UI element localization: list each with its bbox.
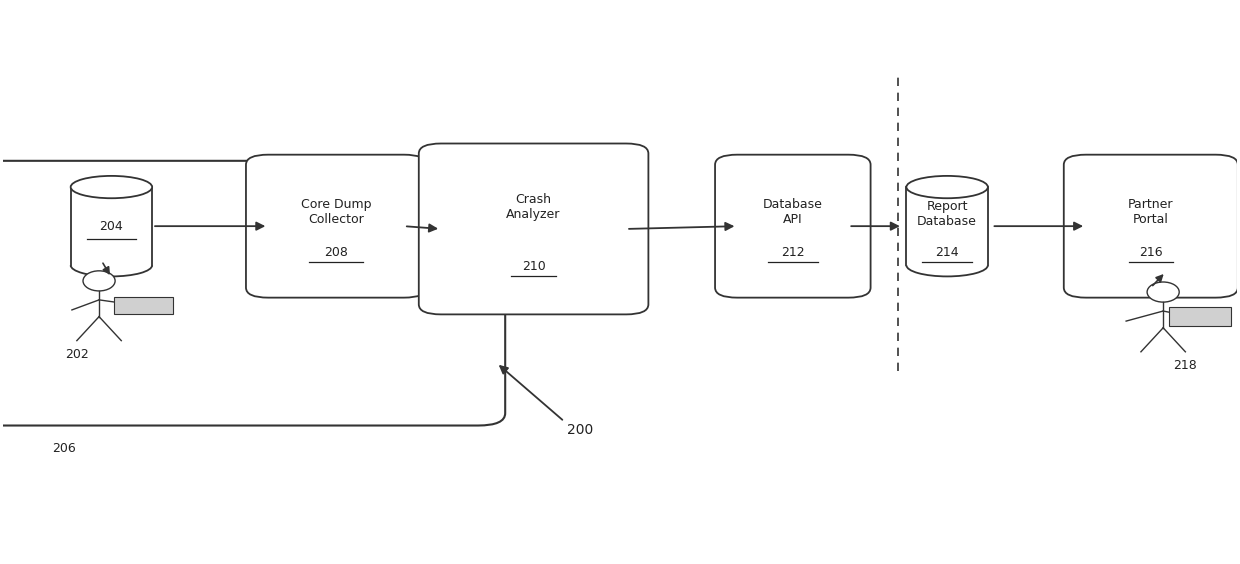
- Ellipse shape: [83, 271, 115, 291]
- Text: 208: 208: [324, 246, 348, 259]
- Text: 214: 214: [935, 246, 959, 259]
- Text: 200: 200: [568, 423, 594, 437]
- FancyBboxPatch shape: [1064, 155, 1238, 298]
- FancyBboxPatch shape: [246, 155, 427, 298]
- Text: 212: 212: [781, 246, 805, 259]
- FancyBboxPatch shape: [0, 161, 505, 425]
- Ellipse shape: [906, 176, 988, 198]
- Text: 206: 206: [52, 442, 77, 455]
- Ellipse shape: [1147, 282, 1179, 302]
- Text: Partner
Portal: Partner Portal: [1128, 198, 1173, 226]
- Text: 216: 216: [1140, 246, 1163, 259]
- Text: 210: 210: [522, 261, 546, 274]
- Text: 204: 204: [99, 219, 123, 233]
- Text: Database
API: Database API: [763, 198, 823, 226]
- FancyBboxPatch shape: [715, 155, 870, 298]
- Text: 218: 218: [1173, 359, 1198, 372]
- Ellipse shape: [71, 176, 153, 198]
- Text: Crash
Analyzer: Crash Analyzer: [506, 193, 560, 221]
- Text: Report
Database: Report Database: [918, 200, 977, 228]
- Text: 202: 202: [64, 348, 89, 361]
- FancyBboxPatch shape: [419, 143, 649, 314]
- FancyBboxPatch shape: [114, 297, 174, 314]
- FancyBboxPatch shape: [1169, 307, 1231, 325]
- Text: Core Dump
Collector: Core Dump Collector: [301, 198, 371, 226]
